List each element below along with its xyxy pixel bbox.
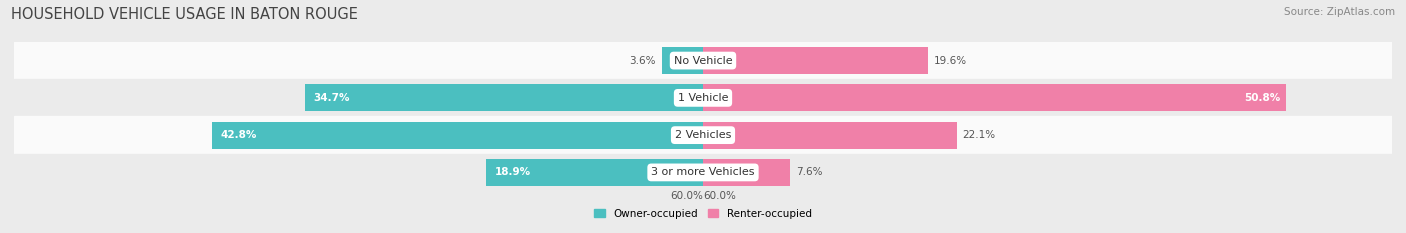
Bar: [703, 159, 790, 186]
Bar: [14, 79, 1392, 116]
Text: 60.0%: 60.0%: [703, 191, 735, 201]
Bar: [703, 84, 1286, 111]
Bar: [662, 47, 703, 74]
Text: 50.8%: 50.8%: [1244, 93, 1281, 103]
Bar: [703, 122, 956, 149]
Text: 60.0%: 60.0%: [671, 191, 703, 201]
Text: 1 Vehicle: 1 Vehicle: [678, 93, 728, 103]
Text: 22.1%: 22.1%: [963, 130, 995, 140]
Text: 3 or more Vehicles: 3 or more Vehicles: [651, 168, 755, 177]
Text: 34.7%: 34.7%: [314, 93, 350, 103]
Bar: [211, 122, 703, 149]
Text: 18.9%: 18.9%: [495, 168, 531, 177]
Text: Source: ZipAtlas.com: Source: ZipAtlas.com: [1284, 7, 1395, 17]
Text: 3.6%: 3.6%: [630, 56, 657, 65]
Bar: [14, 116, 1392, 154]
Text: 2 Vehicles: 2 Vehicles: [675, 130, 731, 140]
Text: 7.6%: 7.6%: [796, 168, 823, 177]
Text: 42.8%: 42.8%: [221, 130, 257, 140]
Bar: [14, 154, 1392, 191]
Legend: Owner-occupied, Renter-occupied: Owner-occupied, Renter-occupied: [595, 209, 811, 219]
Text: 19.6%: 19.6%: [934, 56, 967, 65]
Bar: [703, 47, 928, 74]
Text: HOUSEHOLD VEHICLE USAGE IN BATON ROUGE: HOUSEHOLD VEHICLE USAGE IN BATON ROUGE: [11, 7, 359, 22]
Text: No Vehicle: No Vehicle: [673, 56, 733, 65]
Bar: [486, 159, 703, 186]
Bar: [14, 42, 1392, 79]
Bar: [305, 84, 703, 111]
